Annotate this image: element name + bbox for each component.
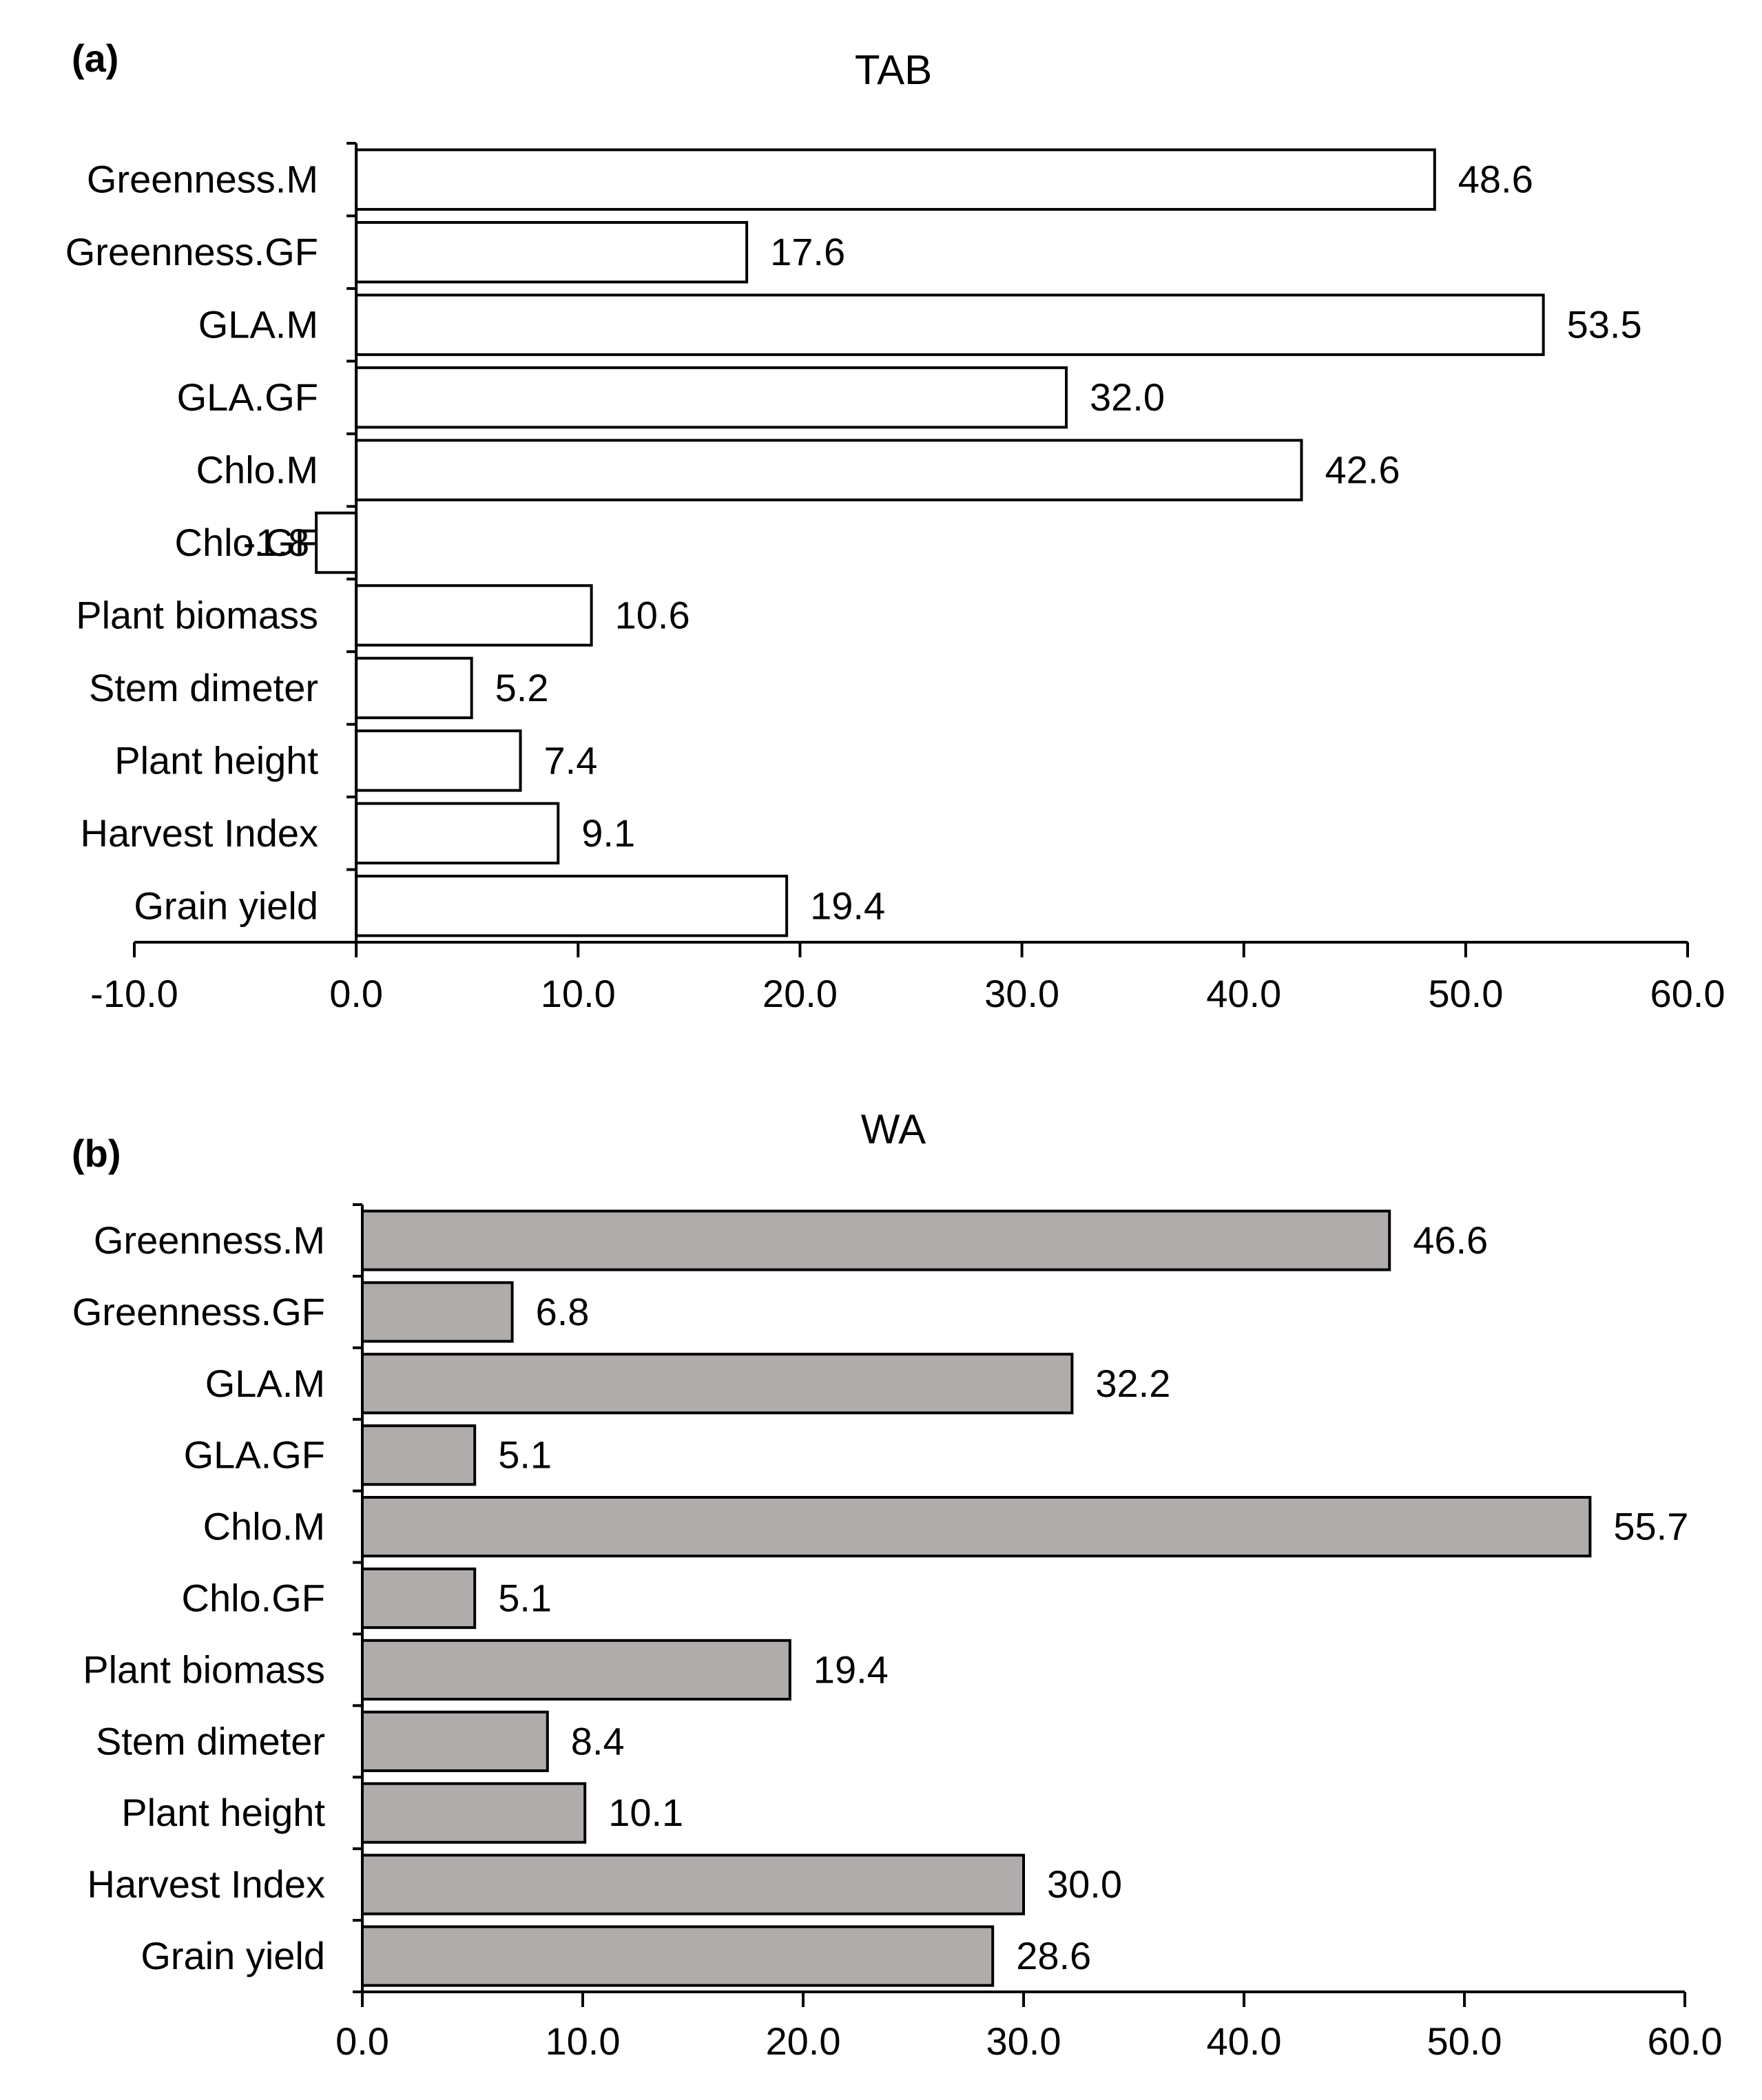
data-label: 10.1 [608,1791,683,1834]
panel-label: (a) [72,37,118,80]
data-label: 28.6 [1016,1934,1091,1977]
bar [361,1782,587,1844]
data-label: 32.2 [1095,1362,1170,1405]
x-tick-label: 60.0 [1648,2019,1723,2063]
chart-title: WA [861,1106,926,1152]
x-tick-label: 10.0 [546,2019,621,2063]
category-label: Stem dimeter [96,1719,325,1763]
data-label: 42.6 [1325,448,1400,492]
data-label: 9.1 [581,811,635,855]
bar [361,1710,549,1772]
data-label: 7.4 [544,738,598,782]
data-label: 6.8 [536,1290,590,1333]
category-label: Chlo.M [203,1505,325,1548]
bar [361,1281,514,1343]
x-tick-label: 0.0 [329,972,383,1015]
category-label: Plant biomass [76,593,318,636]
x-tick-label: 10.0 [541,972,616,1015]
bar [355,875,789,937]
data-label: 55.7 [1613,1505,1688,1548]
bar [361,1853,1025,1915]
x-tick-label: 50.0 [1428,972,1503,1015]
bar [355,148,1436,211]
data-label: 5.1 [498,1577,552,1620]
bar [361,1209,1391,1271]
x-tick-label: 50.0 [1427,2019,1502,2063]
chart-title: TAB [855,47,932,93]
x-tick-label: 40.0 [1206,972,1281,1015]
data-label: -1.8 [243,521,310,564]
category-label: Plant height [121,1791,325,1834]
category-label: Greenness.M [94,1218,325,1262]
category-label: Harvest Index [81,811,319,855]
panel-b-wa-chart: (b) WA Greenness.M 46.6 Greenness.GF 6.8 GLA.M… [72,1106,1723,2063]
x-tick-label: 0.0 [335,2019,389,2063]
x-tick-label: 30.0 [984,972,1059,1015]
x-tick-label: 40.0 [1207,2019,1282,2063]
bar [361,1353,1074,1415]
bar [355,802,560,865]
x-tick-label: -10.0 [90,972,178,1015]
data-label: 32.0 [1090,375,1165,419]
x-tick-label: 20.0 [763,972,838,1015]
category-label: Grain yield [134,884,318,927]
bar [361,1925,995,1987]
category-label: GLA.GF [177,375,318,419]
data-label: 46.6 [1413,1218,1488,1262]
category-label: Plant height [114,738,318,782]
category-label: Greenness.GF [65,230,318,273]
x-tick-label: 30.0 [986,2019,1061,2063]
x-tick-label: 20.0 [766,2019,841,2063]
category-label: Stem dimeter [89,666,318,709]
category-label: Greenness.M [87,158,318,201]
category-label: Greenness.GF [72,1290,325,1333]
bar [355,293,1545,356]
data-label: 48.6 [1458,158,1533,201]
panel-a-tab-chart: (a) TAB Greenness.M 48.6 Greenness.GF 17.6 GLA… [65,37,1725,1015]
bar [355,366,1068,429]
data-label: 5.2 [495,666,549,709]
bar [355,584,593,647]
data-label: 5.1 [498,1433,552,1477]
data-label: 10.6 [615,593,690,636]
panel-label: (b) [72,1132,121,1175]
bar [361,1424,477,1486]
category-label: Plant biomass [83,1647,325,1691]
category-label: Chlo.M [196,448,318,492]
category-label: Chlo.GF [182,1577,326,1620]
bar [315,511,358,574]
data-label: 19.4 [810,884,885,927]
category-label: Chlo.GF [175,521,319,564]
bar [355,439,1303,501]
bar [355,220,749,284]
bar [355,656,473,720]
category-label: Harvest Index [87,1862,326,1906]
data-label: 8.4 [571,1719,625,1763]
data-label: 53.5 [1567,303,1642,346]
data-label: 17.6 [770,230,845,273]
bar [355,729,522,792]
category-label: GLA.M [198,303,318,346]
data-label: 19.4 [813,1647,889,1691]
x-tick-label: 60.0 [1650,972,1725,1015]
data-label: 30.0 [1047,1862,1122,1906]
bar [361,1495,1592,1558]
bar [361,1639,791,1701]
category-label: GLA.GF [184,1433,325,1477]
category-label: Grain yield [141,1934,325,1977]
category-label: GLA.M [205,1362,325,1405]
bar [361,1567,477,1630]
